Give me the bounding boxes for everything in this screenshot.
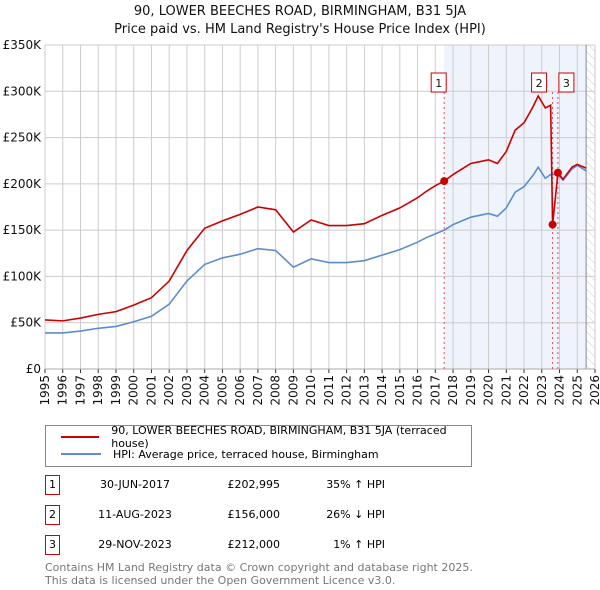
x-tick-label: 1997 — [73, 375, 87, 406]
x-tick-label: 2020 — [482, 375, 496, 406]
x-tick-label: 2012 — [340, 375, 354, 406]
x-tick-label: 2024 — [553, 375, 567, 406]
x-tick-label: 1996 — [56, 375, 70, 406]
hpi-line — [45, 164, 587, 334]
x-tick-label: 2005 — [215, 375, 229, 406]
y-tick-label: £250K — [3, 131, 43, 145]
sale-row: 3 29-NOV-2023 £212,000 1% ↑ HPI — [45, 535, 475, 555]
x-tick-label: 2014 — [375, 375, 389, 406]
sale-price: £202,995 — [227, 478, 281, 491]
x-tick-label: 2025 — [570, 375, 584, 406]
x-tick-label: 2018 — [446, 375, 460, 406]
y-tick-label: £300K — [3, 84, 43, 98]
footer-line: This data is licensed under the Open Gov… — [45, 574, 396, 587]
sale-row: 1 30-JUN-2017 £202,995 35% ↑ HPI — [45, 475, 475, 495]
sale-marker: 3 — [45, 535, 60, 555]
x-tick-label: 2021 — [499, 375, 513, 406]
legend-label-hpi: HPI: Average price, terraced house, Birm… — [113, 447, 379, 461]
chart-title: 90, LOWER BEECHES ROAD, BIRMINGHAM, B31 … — [133, 4, 467, 19]
sale-marker: 2 — [45, 505, 60, 525]
sale-hpi-diff: 35% ↑ HPI — [326, 478, 385, 491]
x-tick-label: 1999 — [109, 375, 123, 406]
sale-label: 1 — [435, 77, 442, 90]
x-tick-label: 2002 — [162, 375, 176, 406]
sale-label-box — [531, 72, 548, 93]
y-tick-label: £150K — [3, 223, 43, 237]
legend-label-property: 90, LOWER BEECHES ROAD, BIRMINGHAM, B31 … — [111, 424, 447, 450]
x-tick-label: 2023 — [535, 375, 549, 406]
sale-row: 2 11-AUG-2023 £156,000 26% ↓ HPI — [45, 505, 475, 525]
sale-hpi-diff: 26% ↓ HPI — [326, 508, 385, 521]
x-tick-label: 2026 — [588, 375, 600, 406]
x-tick-label: 2011 — [322, 375, 336, 406]
y-tick-label: £100K — [3, 269, 43, 283]
sale-period-shading — [444, 45, 587, 369]
x-tick-label: 2016 — [411, 375, 425, 406]
x-tick-label: 2019 — [464, 375, 478, 406]
y-tick-label: £350K — [3, 38, 43, 52]
x-tick-label: 2006 — [233, 375, 247, 406]
legend-swatch-property — [61, 436, 100, 438]
x-tick-label: 2013 — [357, 375, 371, 406]
sale-marker: 1 — [45, 475, 60, 495]
x-tick-label: 2008 — [269, 375, 283, 406]
sale-point — [548, 220, 557, 229]
x-tick-label: 2010 — [304, 375, 318, 406]
y-tick-label: £200K — [3, 177, 43, 191]
x-tick-label: 1995 — [38, 375, 52, 406]
property-line — [44, 94, 587, 322]
footer-line: Contains HM Land Registry data © Crown c… — [45, 561, 473, 574]
x-tick-label: 2007 — [251, 375, 265, 406]
x-tick-label: 2003 — [180, 375, 194, 406]
sale-label: 3 — [563, 77, 570, 90]
legend: 90, LOWER BEECHES ROAD, BIRMINGHAM, B31 … — [45, 424, 472, 467]
x-tick-label: 1998 — [91, 375, 105, 406]
x-tick-label: 2004 — [198, 375, 212, 406]
sale-label: 2 — [536, 77, 543, 90]
x-tick-label: 2000 — [127, 375, 141, 406]
sale-price: £156,000 — [227, 508, 281, 521]
x-tick-label: 2017 — [428, 375, 442, 406]
sale-date: 29-NOV-2023 — [98, 538, 172, 551]
x-tick-label: 2009 — [286, 375, 300, 406]
footer: Contains HM Land Registry data © Crown c… — [45, 561, 473, 587]
legend-swatch-hpi — [61, 453, 101, 455]
chart-subtitle: Price paid vs. HM Land Registry's House … — [114, 22, 486, 37]
y-tick-label: £0 — [26, 362, 41, 376]
forecast-hatch — [586, 45, 595, 369]
x-tick-label: 2022 — [517, 375, 531, 406]
sale-point — [553, 168, 562, 177]
sale-date: 11-AUG-2023 — [98, 508, 172, 521]
x-tick-label: 2001 — [144, 375, 158, 406]
sale-label-box — [558, 72, 575, 93]
sale-price: £212,000 — [227, 538, 281, 551]
sale-date: 30-JUN-2017 — [99, 478, 171, 491]
sale-hpi-diff: 1% ↑ HPI — [333, 538, 385, 551]
x-tick-label: 2015 — [393, 375, 407, 406]
sale-point — [440, 177, 449, 186]
sale-label-box — [430, 72, 447, 93]
y-tick-label: £50K — [10, 316, 42, 330]
price-chart: 1995 1996 1997 1998 1999 2000 2001 2002 2003 2004… — [3, 38, 600, 406]
